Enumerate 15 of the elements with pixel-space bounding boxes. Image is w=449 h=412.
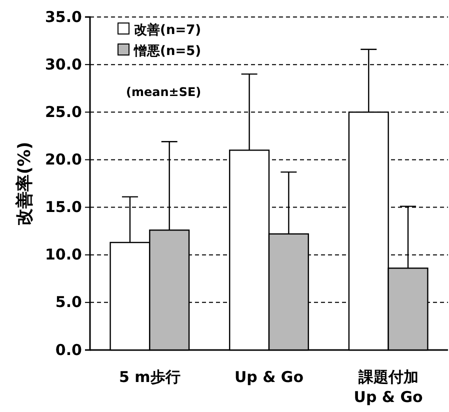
annotation: (mean±SE) <box>126 85 202 99</box>
x-tick-label: 課題付加 Up & Go <box>354 368 423 406</box>
y-tick-label: 30.0 <box>44 55 82 74</box>
y-tick-label: 20.0 <box>44 150 82 169</box>
legend-label: 改善(n=7) <box>134 22 202 38</box>
x-tick-label: 5 m歩行 <box>119 368 180 386</box>
y-tick-label: 10.0 <box>44 246 82 264</box>
legend-label: 憎悪(n=5) <box>133 44 202 59</box>
y-tick-label: 35.0 <box>44 8 82 26</box>
y-tick-label: 5.0 <box>55 293 82 312</box>
y-tick-label: 25.0 <box>44 102 82 121</box>
y-tick-label: 15.0 <box>44 198 82 216</box>
y-tick-label: 0.0 <box>55 340 82 359</box>
x-tick-label: Up & Go <box>234 368 304 386</box>
y-axis-title: 改善率(%) <box>14 142 35 226</box>
